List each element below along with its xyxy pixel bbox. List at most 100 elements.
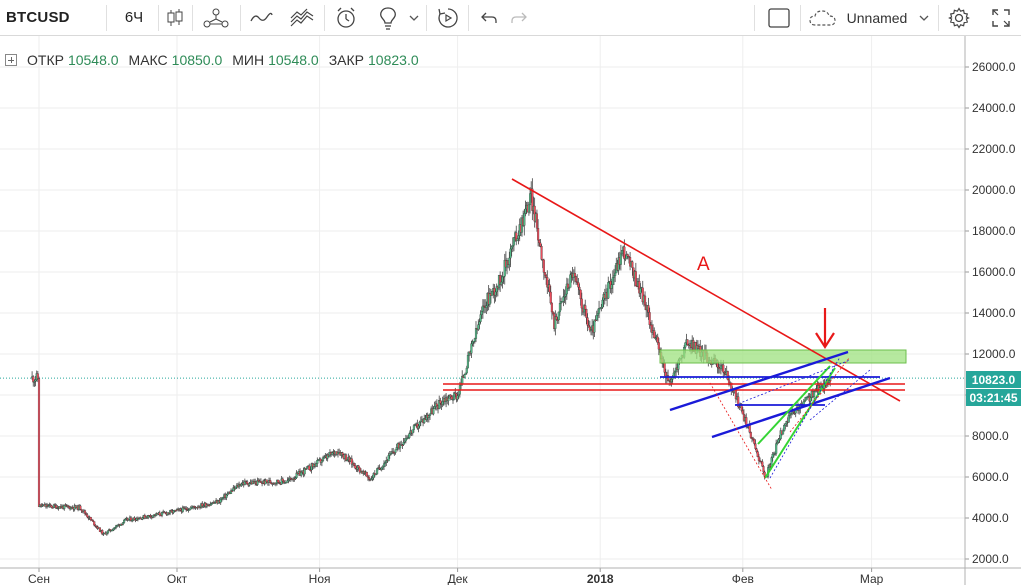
candle-body [543, 272, 547, 276]
price-chart[interactable]: 26000.0 24000.0 22000.0 20000.0 18000.0 16000… [0, 36, 1021, 585]
candle-body [523, 213, 526, 226]
candle-body [151, 515, 154, 518]
candle-body [755, 448, 758, 452]
candle-body [344, 454, 348, 461]
candle-body [516, 238, 519, 242]
candle-body [829, 378, 832, 381]
candles-icon[interactable] [162, 0, 188, 35]
candle-body [653, 330, 656, 339]
candle-body [741, 410, 744, 415]
candle-body [240, 483, 243, 487]
candle-body [423, 418, 426, 423]
candle-body [601, 299, 604, 308]
legend-collapse-icon[interactable] [5, 54, 17, 66]
chevron-down-icon[interactable] [406, 0, 422, 35]
candle-body [593, 319, 596, 333]
toolbar-divider [800, 5, 801, 31]
candle-body [557, 311, 560, 321]
indicators-icon[interactable] [200, 0, 232, 35]
candle-body [419, 420, 422, 423]
layout-name-button[interactable]: Unnamed [846, 9, 908, 26]
candle-body [539, 242, 542, 247]
chart-grid [0, 36, 965, 568]
candle-body [478, 321, 481, 325]
alert-icon[interactable] [330, 0, 362, 35]
candle-body [527, 204, 530, 213]
templates-icon[interactable] [286, 0, 318, 35]
candle-body [722, 364, 725, 373]
candle-body [365, 471, 368, 477]
fullscreen-icon[interactable] [986, 0, 1016, 35]
candle-body [595, 315, 598, 321]
candle-body [174, 509, 177, 512]
candle-body [354, 465, 357, 469]
price-axis-label: 20000.0 [972, 183, 1016, 197]
interval-button[interactable]: 6Ч [124, 9, 144, 26]
candle-body [647, 305, 650, 313]
candle-body [753, 438, 756, 444]
candle-body [112, 528, 115, 531]
axes: 26000.0 24000.0 22000.0 20000.0 18000.0 16000… [0, 36, 1021, 585]
replay-icon[interactable] [432, 0, 464, 35]
candle-body [160, 512, 164, 516]
price-axis-label: 6000.0 [972, 470, 1009, 484]
ohlc-legend: ОТКР 10548.0 МАКС 10850.0 МИН 10548.0 ЗА… [5, 52, 425, 68]
candle-body [300, 472, 303, 476]
candle-body [787, 415, 790, 423]
candle-body [828, 380, 831, 384]
candle-body [41, 505, 44, 507]
time-axis-label: Мар [860, 572, 884, 585]
candle-body [803, 400, 806, 402]
candle-body [500, 281, 503, 285]
candle-body [540, 246, 543, 260]
candle-body [509, 248, 512, 259]
price-axis-label: 2000.0 [972, 552, 1009, 566]
toolbar-divider [468, 5, 469, 31]
candle-body [784, 423, 787, 426]
candle-body [149, 515, 152, 517]
toolbar-divider [240, 5, 241, 31]
candle-body [380, 467, 383, 470]
settings-icon[interactable] [944, 0, 974, 35]
undo-icon[interactable] [474, 0, 504, 35]
candle-body [94, 524, 97, 527]
candle-body [783, 425, 786, 431]
candle-body [50, 505, 53, 508]
redo-icon[interactable] [504, 0, 534, 35]
candle-body [305, 466, 308, 469]
candle-body [511, 245, 514, 248]
open-label: ОТКР [27, 52, 64, 68]
candle-body [320, 460, 323, 463]
candle-body [185, 507, 188, 510]
candle-body [578, 286, 581, 291]
candle-body [85, 513, 88, 516]
candle-body [515, 232, 518, 242]
candle-body [719, 365, 722, 370]
candle-body [34, 379, 37, 382]
candle-body [480, 311, 483, 315]
chevron-down-icon[interactable] [916, 0, 932, 35]
candle-body [626, 254, 629, 257]
candle-body [213, 502, 217, 504]
candle-body [566, 283, 570, 289]
candle-body [537, 228, 540, 241]
cloud-icon[interactable] [806, 0, 840, 35]
candle-body [432, 408, 435, 415]
time-axis-label: 2018 [587, 572, 614, 585]
candle-body [457, 394, 460, 396]
symbol-search-button[interactable]: BTCUSD [6, 9, 70, 26]
compare-icon[interactable] [246, 0, 276, 35]
candle-body [408, 433, 411, 438]
candle-body [447, 398, 450, 402]
candle-body [295, 472, 298, 478]
candle-body [538, 239, 541, 244]
candle-body [456, 395, 459, 400]
layout-square-icon[interactable] [764, 0, 794, 35]
idea-icon[interactable] [372, 0, 404, 35]
dotted-guide-line [709, 382, 773, 491]
close-label: ЗАКР [328, 52, 365, 68]
candle-body [726, 371, 729, 380]
candle-body [265, 479, 268, 482]
toolbar-divider [324, 5, 325, 31]
candle-body [131, 520, 134, 522]
